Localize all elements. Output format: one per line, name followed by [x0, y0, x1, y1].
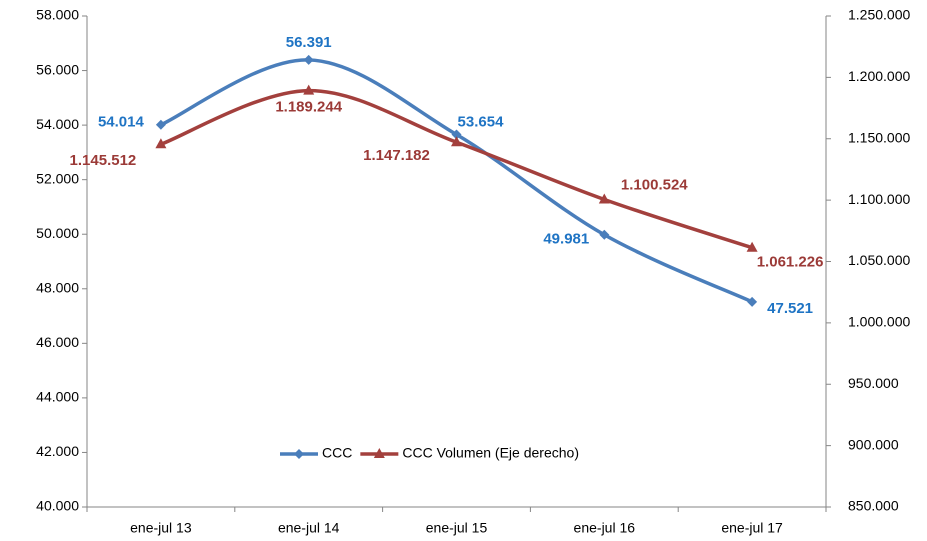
- marker: [747, 296, 758, 307]
- legend-label: CCC Volumen (Eje derecho): [402, 445, 579, 461]
- y2-tick-label: 900.000: [848, 436, 899, 452]
- x-tick-label: ene-jul 17: [721, 520, 783, 536]
- x-tick-label: ene-jul 16: [574, 520, 636, 536]
- y-tick-label: 42.000: [36, 443, 79, 459]
- marker: [451, 129, 462, 140]
- marker: [599, 229, 610, 240]
- marker: [303, 54, 314, 65]
- data-label: 49.981: [543, 231, 589, 248]
- y2-tick-label: 1.050.000: [848, 252, 910, 268]
- data-label: 53.654: [458, 114, 505, 131]
- marker: [598, 193, 610, 204]
- marker: [303, 84, 315, 95]
- y2-tick-label: 1.200.000: [848, 68, 910, 84]
- x-tick-label: ene-jul 15: [426, 520, 488, 536]
- marker: [294, 449, 304, 459]
- y-tick-label: 50.000: [36, 225, 79, 241]
- y2-tick-label: 1.000.000: [848, 314, 910, 330]
- x-tick-label: ene-jul 13: [130, 520, 192, 536]
- y-tick-label: 58.000: [36, 7, 79, 23]
- y-tick-label: 54.000: [36, 116, 79, 132]
- legend-label: CCC: [322, 445, 352, 461]
- marker: [155, 138, 167, 149]
- marker: [373, 448, 385, 458]
- y2-tick-label: 1.100.000: [848, 191, 910, 207]
- data-label: 1.100.524: [621, 176, 688, 193]
- line: [160, 88, 753, 250]
- y-tick-label: 44.000: [36, 389, 79, 405]
- y-tick-label: 40.000: [36, 498, 79, 514]
- y2-tick-label: 850.000: [848, 498, 899, 514]
- data-label: 1.061.226: [757, 254, 824, 271]
- marker: [746, 241, 758, 252]
- data-label: 47.521: [767, 300, 813, 317]
- data-label: 1.145.512: [70, 152, 137, 169]
- data-label: 54.014: [98, 114, 145, 131]
- marker: [155, 119, 166, 130]
- y-tick-label: 46.000: [36, 334, 79, 350]
- y-tick-label: 52.000: [36, 170, 79, 186]
- y-tick-label: 48.000: [36, 279, 79, 295]
- data-label: 56.391: [286, 34, 332, 51]
- y2-tick-label: 1.150.000: [848, 129, 910, 145]
- x-tick-label: ene-jul 14: [278, 520, 340, 536]
- y-tick-label: 56.000: [36, 61, 79, 77]
- y2-tick-label: 1.250.000: [848, 7, 910, 23]
- y2-tick-label: 950.000: [848, 375, 899, 391]
- marker: [451, 136, 462, 147]
- data-label: 1.189.244: [275, 99, 342, 116]
- data-label: 1.147.182: [363, 147, 430, 164]
